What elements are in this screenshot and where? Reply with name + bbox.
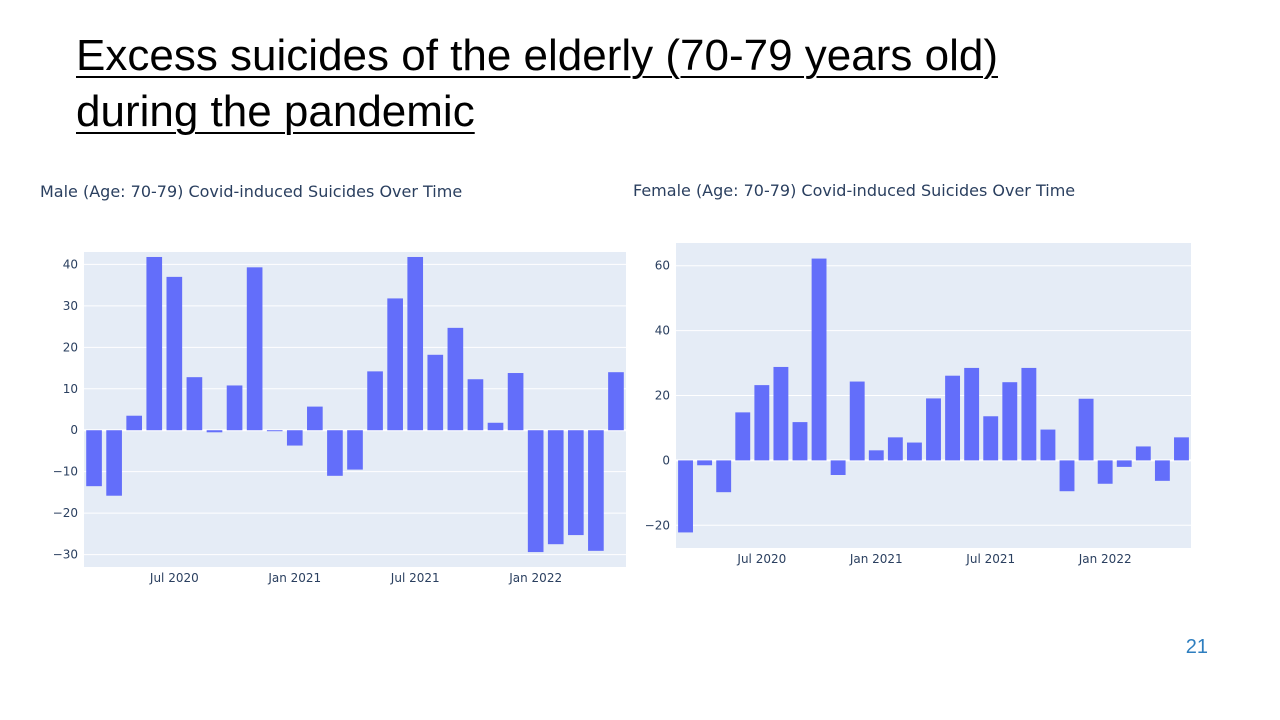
male-bar-2022-03: [567, 430, 584, 536]
male-bar-2020-04: [106, 430, 122, 496]
male-y-tick-label: 40: [63, 257, 78, 271]
female-bar-2020-10: [811, 258, 827, 461]
female-bar-2021-08: [1002, 382, 1018, 461]
male-bar-2021-05: [367, 371, 383, 431]
male-y-tick-label: −20: [53, 506, 78, 520]
male-bar-2021-02: [307, 406, 323, 431]
female-x-tick-label: Jul 2020: [736, 552, 786, 566]
male-y-tick-label: 30: [63, 299, 78, 313]
page-number: 21: [1185, 636, 1208, 658]
male-x-tick-label: Jan 2022: [508, 571, 562, 585]
male-y-tick-label: 10: [63, 382, 78, 396]
female-bar-2020-04: [697, 460, 713, 466]
male-bar-2021-03: [327, 430, 343, 476]
female-bar-2021-11: [1059, 460, 1075, 492]
male-x-tick-label: Jul 2020: [149, 571, 199, 585]
male-bar-2022-04: [588, 430, 604, 551]
female-bar-2020-09: [792, 422, 808, 461]
female-bar-2020-07: [754, 385, 770, 461]
female-bar-2021-07: [983, 416, 999, 461]
female-bar-2022-02: [1116, 460, 1132, 467]
female-bar-2021-05: [945, 375, 961, 461]
female-y-tick-label: 0: [662, 453, 670, 467]
female-chart: 60 40 20 0 −20 Jul 2020 Jan 2021 Jul 2021 Jan 20…: [645, 243, 1191, 566]
male-bar-2021-06: [387, 298, 403, 431]
female-y-tick-label: −20: [645, 518, 670, 532]
female-bar-2022-05: [1174, 437, 1189, 461]
male-bar-2020-09: [206, 430, 223, 433]
male-chart-panel: Male (Age: 70-79) Covid-induced Suicides…: [0, 170, 640, 600]
male-bar-2022-02: [547, 430, 564, 545]
female-x-tick-label: Jan 2021: [849, 552, 903, 566]
male-y-tick-label: −30: [53, 548, 78, 562]
female-bar-2021-01: [868, 450, 884, 461]
female-bar-2020-03: [678, 460, 693, 533]
male-chart-title: Male (Age: 70-79) Covid-induced Suicides…: [40, 182, 463, 201]
male-y-tick-label: 20: [63, 340, 78, 354]
male-y-tick-label: 0: [70, 423, 78, 437]
female-y-tick-label: 40: [655, 324, 670, 338]
female-x-tick-label: Jan 2022: [1078, 552, 1132, 566]
male-y-tick-label: −10: [53, 465, 78, 479]
male-bar-2020-05: [126, 415, 143, 431]
male-bar-2021-09: [447, 327, 464, 431]
male-x-tick-label: Jul 2021: [390, 571, 440, 585]
male-bar-2021-08: [427, 354, 444, 431]
slide-title-line-2: during the pandemic: [76, 87, 475, 136]
female-bar-2021-09: [1021, 367, 1037, 461]
male-plot-area: [84, 252, 626, 567]
female-x-tick-label: Jul 2021: [965, 552, 1015, 566]
male-bar-2020-10: [226, 385, 243, 431]
female-bar-2022-03: [1135, 446, 1151, 461]
female-bar-2020-12: [849, 381, 865, 461]
female-bar-2020-11: [830, 460, 846, 475]
male-bar-2021-01: [286, 430, 303, 446]
slide-title-line-1: Excess suicides of the elderly (70-79 ye…: [76, 31, 998, 80]
female-bar-2021-10: [1040, 429, 1056, 461]
male-bar-2021-12: [507, 373, 524, 431]
female-bar-2020-08: [773, 366, 789, 461]
female-bar-2021-04: [926, 398, 941, 461]
male-chart: 40 30 20 10 0 −10 −20 −30 Jul 2020 Jan 2021 Jul 20…: [53, 252, 626, 585]
female-bar-2021-06: [964, 367, 980, 461]
male-bar-2020-11: [246, 267, 263, 431]
female-bar-2022-01: [1097, 460, 1113, 484]
male-bar-2021-07: [407, 256, 424, 431]
female-bar-2020-05: [716, 460, 732, 493]
male-bar-2020-06: [146, 256, 163, 431]
female-bar-2020-06: [735, 412, 751, 461]
female-chart-title: Female (Age: 70-79) Covid-induced Suicid…: [633, 181, 1076, 200]
female-bar-2021-02: [887, 437, 903, 461]
male-bar-2021-04: [347, 430, 363, 470]
male-x-tick-label: Jan 2021: [267, 571, 321, 585]
female-bar-2021-03: [906, 442, 922, 461]
female-bar-2021-12: [1078, 398, 1094, 461]
male-bar-2020-08: [186, 377, 203, 431]
female-bar-2022-04: [1154, 460, 1170, 481]
male-bar-2021-10: [467, 379, 484, 431]
male-bar-2020-12: [266, 430, 283, 432]
female-y-tick-label: 20: [655, 389, 670, 403]
female-chart-panel: Female (Age: 70-79) Covid-induced Suicid…: [633, 170, 1280, 600]
male-bar-2020-03: [86, 430, 102, 487]
male-bar-2020-07: [166, 276, 183, 431]
female-y-tick-label: 60: [655, 259, 670, 273]
slide-title: Excess suicides of the elderly (70-79 ye…: [76, 28, 1076, 140]
male-bar-2022-05: [608, 372, 624, 431]
male-bar-2021-11: [487, 422, 504, 431]
male-bar-2022-01: [527, 430, 544, 553]
